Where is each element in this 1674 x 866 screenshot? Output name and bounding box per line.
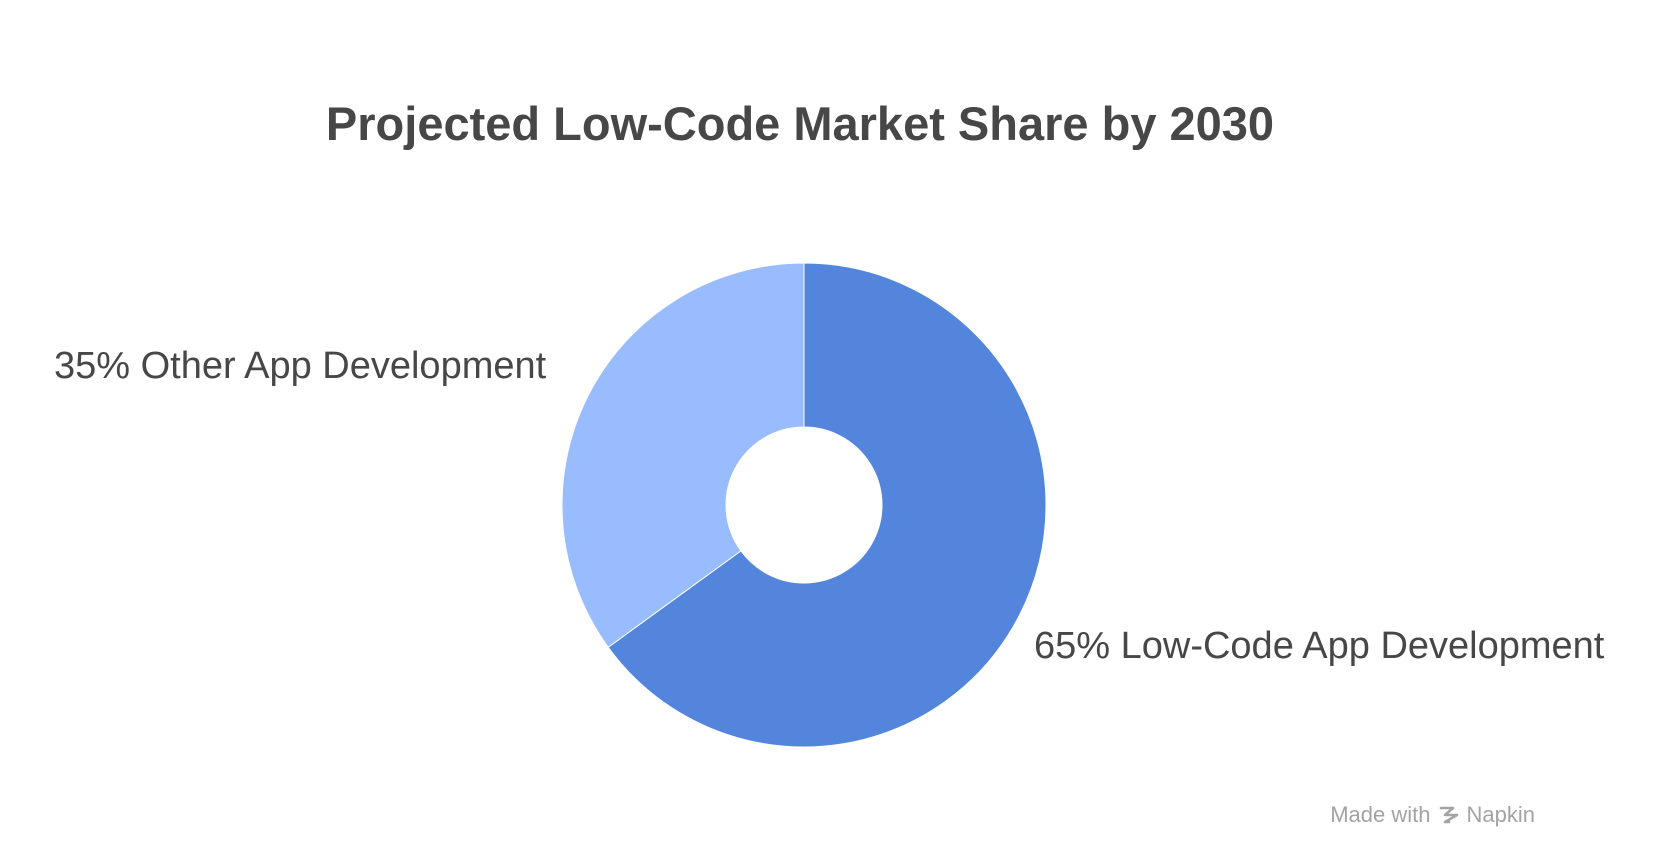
watermark-brand: Napkin xyxy=(1466,802,1535,827)
watermark-prefix: Made with xyxy=(1330,802,1431,827)
chart-title: Projected Low-Code Market Share by 2030 xyxy=(325,97,1275,150)
slice-label-low-code: 65% Low-Code App Development xyxy=(1034,625,1605,667)
watermark: Made with Napkin xyxy=(1330,802,1535,828)
slice-label-other: 35% Other App Development xyxy=(54,345,547,387)
napkin-logo-icon xyxy=(1439,806,1458,824)
donut-slice-1 xyxy=(561,262,805,648)
donut-slice-0 xyxy=(607,262,1047,748)
